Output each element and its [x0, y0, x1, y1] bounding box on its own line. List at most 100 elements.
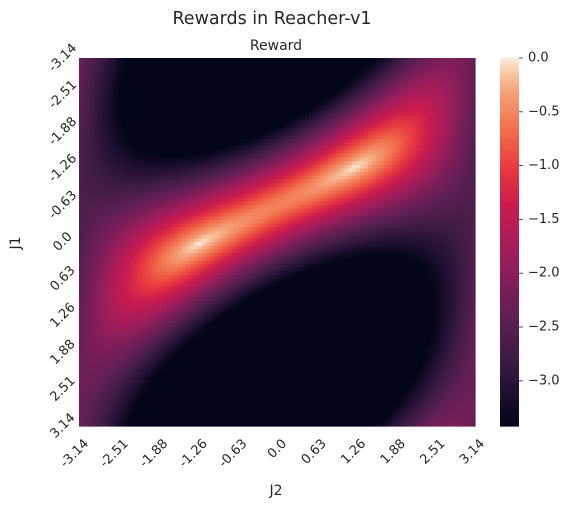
- heatmap-cell: [376, 76, 381, 81]
- heatmap-cell: [146, 127, 151, 133]
- heatmap-cell: [205, 194, 211, 199]
- heatmap-cell: [126, 87, 132, 92]
- heatmap-cell: [273, 227, 278, 232]
- heatmap-cell: [340, 98, 345, 103]
- heatmap-cell: [395, 120, 401, 125]
- heatmap-cell: [467, 179, 472, 184]
- heatmap-cell: [193, 234, 199, 239]
- heatmap-cell: [245, 212, 250, 217]
- heatmap-cell: [300, 208, 306, 214]
- heatmap-cell: [423, 150, 429, 155]
- heatmap-cell: [419, 124, 425, 129]
- heatmap-cell: [118, 223, 124, 228]
- heatmap-cell: [102, 223, 108, 228]
- heatmap-cell: [383, 219, 389, 225]
- heatmap-cell: [332, 205, 337, 210]
- heatmap-cell: [439, 135, 444, 140]
- heatmap-cell: [174, 135, 179, 140]
- heatmap-cell: [360, 153, 365, 158]
- heatmap-cell: [368, 161, 373, 166]
- heatmap-cell: [419, 153, 425, 158]
- heatmap-cell: [90, 69, 96, 74]
- heatmap-cell: [443, 138, 448, 144]
- heatmap-cell: [427, 109, 433, 114]
- heatmap-cell: [423, 168, 429, 173]
- heatmap-cell: [79, 161, 84, 166]
- heatmap-cell: [376, 223, 381, 228]
- heatmap-cell: [443, 183, 448, 188]
- heatmap-cell: [356, 116, 361, 122]
- heatmap-cell: [257, 87, 262, 92]
- heatmap-cell: [308, 124, 314, 129]
- heatmap-cell: [399, 201, 405, 206]
- heatmap-cell: [391, 168, 397, 173]
- heatmap-cell: [300, 168, 306, 173]
- heatmap-cell: [447, 105, 452, 111]
- heatmap-cell: [324, 161, 330, 166]
- heatmap-cell: [162, 69, 167, 74]
- heatmap-cell: [98, 172, 104, 177]
- heatmap-cell: [82, 186, 88, 192]
- heatmap-cell: [205, 212, 211, 217]
- heatmap-cell: [134, 157, 139, 162]
- heatmap-cell: [368, 238, 373, 243]
- heatmap-cell: [170, 61, 175, 66]
- heatmap-cell: [94, 69, 100, 74]
- heatmap-cell: [423, 94, 429, 100]
- heatmap-cell: [415, 219, 421, 225]
- heatmap-cell: [459, 161, 464, 166]
- heatmap-cell: [90, 157, 96, 162]
- heatmap-cell: [90, 80, 96, 85]
- heatmap-cell: [273, 186, 278, 192]
- heatmap-cell: [146, 219, 151, 225]
- heatmap-cell: [348, 172, 353, 177]
- heatmap-cell: [114, 69, 120, 74]
- heatmap-cell: [360, 175, 365, 181]
- heatmap-cell: [170, 208, 175, 214]
- heatmap-cell: [118, 190, 124, 195]
- heatmap-cell: [189, 208, 195, 214]
- heatmap-cell: [316, 58, 322, 63]
- heatmap-cell: [138, 142, 143, 147]
- heatmap-cell: [201, 208, 207, 214]
- heatmap-cell: [391, 208, 397, 214]
- heatmap-cell: [122, 212, 128, 217]
- heatmap-cell: [376, 153, 381, 158]
- heatmap-cell: [300, 142, 306, 147]
- heatmap-cell: [344, 208, 349, 214]
- heatmap-cell: [134, 186, 139, 192]
- heatmap-cell: [443, 58, 448, 63]
- heatmap-cell: [269, 72, 274, 77]
- heatmap-cell: [114, 109, 120, 114]
- heatmap-cell: [142, 216, 147, 221]
- heatmap-cell: [312, 172, 318, 177]
- heatmap-cell: [221, 116, 227, 122]
- heatmap-cell: [114, 87, 120, 92]
- heatmap-cell: [229, 201, 235, 206]
- heatmap-cell: [106, 94, 112, 100]
- heatmap-cell: [423, 153, 429, 158]
- heatmap-cell: [439, 116, 444, 122]
- heatmap-cell: [356, 69, 361, 74]
- heatmap-cell: [316, 113, 322, 118]
- heatmap-cell: [300, 138, 306, 144]
- heatmap-cell: [150, 150, 155, 155]
- heatmap-cell: [241, 102, 246, 107]
- heatmap-cell: [340, 212, 345, 217]
- heatmap-cell: [360, 142, 365, 147]
- heatmap-cell: [280, 127, 286, 133]
- heatmap-cell: [126, 72, 132, 77]
- heatmap-cell: [344, 157, 349, 162]
- heatmap-cell: [399, 131, 405, 136]
- heatmap-cell: [316, 190, 322, 195]
- heatmap-cell: [407, 102, 413, 107]
- heatmap-cell: [459, 94, 464, 100]
- heatmap-cell: [364, 131, 369, 136]
- heatmap-cell: [122, 105, 128, 111]
- heatmap-cell: [455, 61, 460, 66]
- heatmap-cell: [284, 113, 290, 118]
- heatmap-cell: [249, 94, 254, 100]
- heatmap-cell: [221, 212, 227, 217]
- heatmap-cell: [257, 69, 262, 74]
- heatmap-cell: [181, 212, 187, 217]
